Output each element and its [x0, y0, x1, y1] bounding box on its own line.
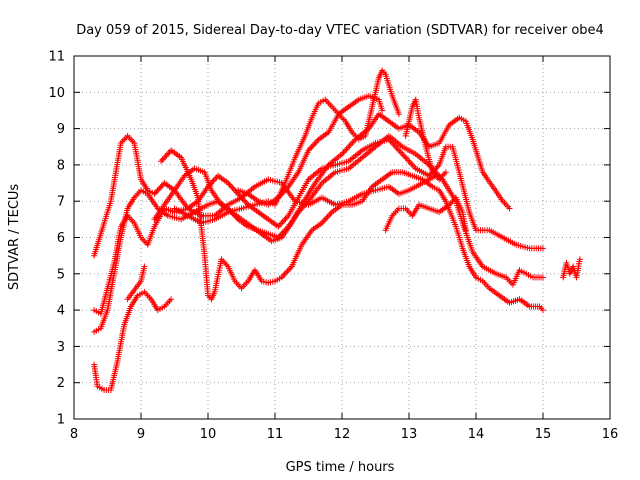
data-point	[395, 111, 402, 118]
data-point	[540, 245, 546, 252]
data-point	[540, 307, 546, 314]
y-axis-label: SDTVAR / TECUs	[7, 184, 22, 291]
x-tick-label: 8	[70, 427, 78, 442]
x-tick-label: 9	[137, 427, 145, 442]
x-tick-label: 15	[535, 427, 552, 442]
data-series	[91, 67, 583, 393]
data-point	[442, 169, 449, 176]
data-point	[576, 256, 583, 263]
x-tick-label: 10	[200, 427, 217, 442]
data-point	[379, 107, 386, 114]
data-point	[168, 296, 175, 303]
y-tick-label: 6	[57, 231, 65, 246]
y-tick-label: 4	[57, 304, 65, 319]
y-tick-label: 8	[57, 158, 65, 173]
x-tick-label: 12	[334, 427, 351, 442]
x-tick-label: 11	[267, 427, 284, 442]
x-tick-label: 13	[401, 427, 418, 442]
y-tick-label: 3	[57, 340, 65, 355]
series-track-10	[382, 194, 469, 234]
data-point	[540, 274, 546, 281]
y-tick-label: 9	[57, 122, 65, 137]
data-point	[462, 227, 469, 234]
series-track-7	[158, 147, 546, 314]
series-track-5	[124, 263, 148, 303]
y-tick-label: 2	[57, 376, 65, 391]
series-track-3	[91, 132, 546, 335]
series-track-11	[402, 96, 449, 183]
x-tick-label: 16	[602, 427, 619, 442]
series-track-12	[560, 256, 583, 281]
x-tick-label: 14	[468, 427, 485, 442]
series-track-4	[91, 288, 175, 393]
series-track-8	[171, 67, 402, 226]
data-point	[141, 263, 148, 270]
y-tick-label: 10	[48, 86, 65, 101]
x-axis-label: GPS time / hours	[286, 460, 395, 475]
y-tick-label: 1	[57, 413, 65, 428]
data-point	[506, 205, 513, 212]
y-tick-label: 11	[48, 50, 65, 65]
chart-title: Day 059 of 2015, Sidereal Day-to-day VTE…	[76, 23, 604, 38]
y-tick-label: 7	[57, 195, 65, 210]
series-track-9	[235, 92, 386, 208]
y-tick-label: 5	[57, 267, 65, 282]
